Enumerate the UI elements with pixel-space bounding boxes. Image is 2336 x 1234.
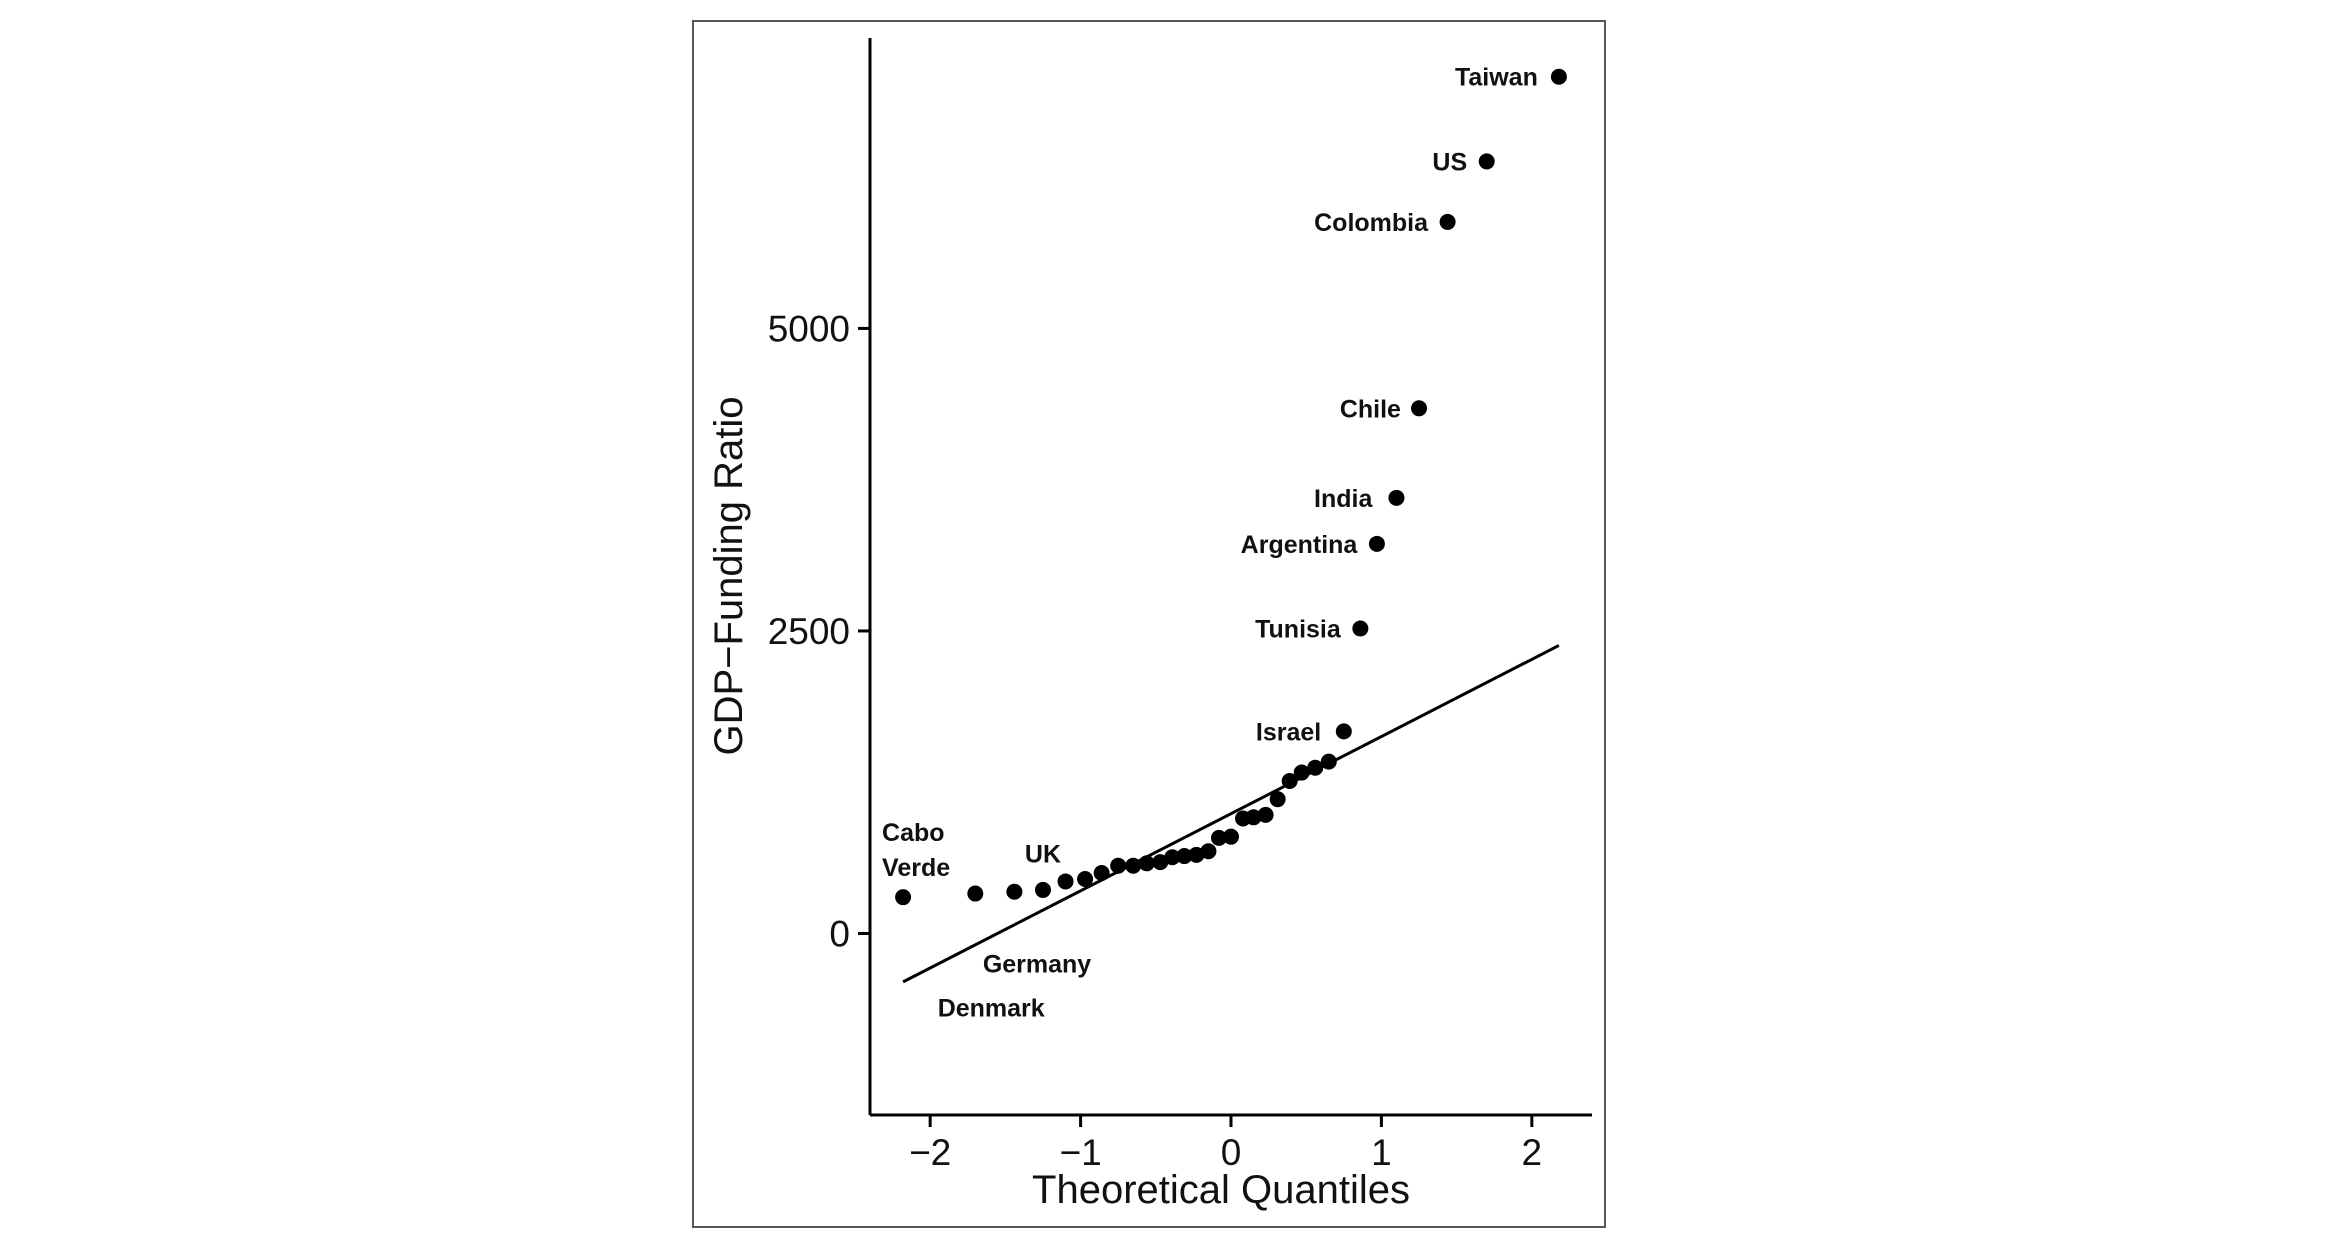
data-point (1245, 809, 1262, 826)
data-point (1293, 764, 1310, 781)
data-point (1077, 871, 1094, 888)
data-point (1368, 535, 1385, 552)
data-point (1320, 753, 1337, 770)
data-point (1478, 153, 1495, 170)
data-point (1164, 849, 1181, 866)
point-label: Cabo (882, 819, 945, 847)
data-point (1439, 213, 1456, 230)
y-tick-label: 5000 (768, 308, 850, 349)
point-label: Verde (882, 854, 950, 882)
point-labels: Taiwan US Colombia Chile India Argentina Tunis… (882, 64, 1538, 1023)
point-label: Taiwan (1455, 64, 1538, 92)
data-point (1411, 400, 1428, 417)
data-point (1093, 864, 1110, 881)
data-point (895, 889, 912, 906)
x-tick-label: 0 (1221, 1132, 1242, 1173)
data-point (1210, 829, 1227, 846)
axes (868, 38, 1592, 1117)
data-points (895, 68, 1567, 906)
point-label: US (1432, 148, 1467, 176)
data-point (1057, 873, 1074, 890)
point-label: Germany (983, 951, 1091, 979)
reference-line (902, 644, 1560, 984)
y-axis-title: GDP−Funding Ratio (707, 396, 751, 755)
data-point (1281, 773, 1298, 790)
point-label: Chile (1340, 395, 1401, 423)
x-tick-label: 1 (1371, 1132, 1392, 1173)
x-axis-title: Theoretical Quantiles (1032, 1168, 1410, 1212)
data-point (1125, 857, 1142, 874)
point-label: Colombia (1314, 209, 1429, 237)
point-label: Denmark (938, 994, 1045, 1022)
data-point (1188, 846, 1205, 863)
data-point (1307, 759, 1324, 776)
data-point (1138, 855, 1155, 872)
y-tick-label: 2500 (768, 611, 850, 652)
data-point (1352, 620, 1369, 637)
data-point (967, 885, 984, 902)
data-point (1223, 828, 1239, 845)
x-tick-label: 2 (1522, 1132, 1543, 1173)
data-point (1388, 489, 1405, 506)
x-tick-label: −1 (1059, 1132, 1101, 1173)
data-point (1269, 791, 1286, 808)
y-tick-label: 0 (829, 913, 850, 954)
point-label: Israel (1256, 718, 1321, 746)
point-label: India (1314, 485, 1373, 513)
point-label: Tunisia (1255, 616, 1342, 644)
point-label: Argentina (1241, 531, 1359, 559)
point-label: UK (1025, 841, 1061, 869)
data-point (1335, 723, 1352, 740)
data-point (1152, 854, 1169, 871)
data-point (1034, 881, 1051, 898)
data-point (1550, 68, 1567, 85)
ticks: −2 −1 0 1 2 0 2500 5000 (768, 308, 1542, 1173)
x-tick-label: −2 (909, 1132, 951, 1173)
data-point (1110, 857, 1127, 874)
data-point (1257, 806, 1274, 823)
data-point (1200, 843, 1217, 860)
data-point (1006, 883, 1023, 900)
data-point (1176, 848, 1193, 865)
